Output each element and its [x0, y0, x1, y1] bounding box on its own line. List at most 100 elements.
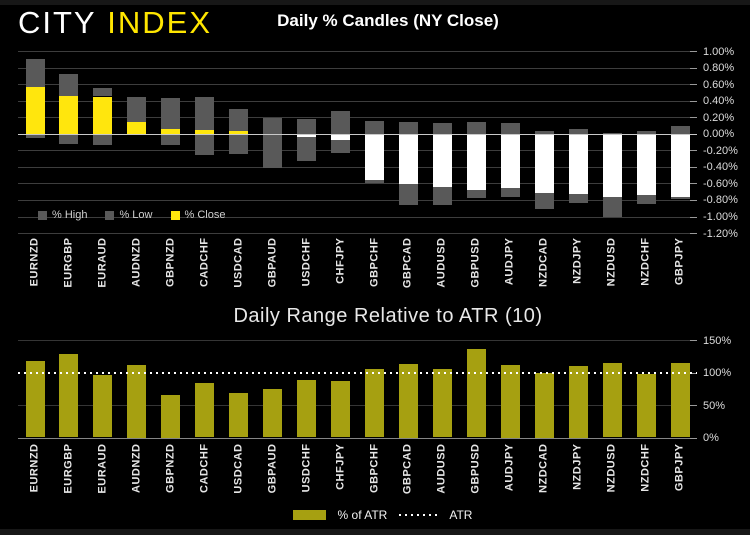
gridline [18, 150, 697, 152]
candle-low-segment-gbpjpy [670, 197, 690, 200]
candle-close-segment-usdcad [229, 131, 249, 134]
y-axis-tick [690, 67, 697, 69]
y-axis-tick [690, 405, 697, 406]
candle-close-segment-gbpusd [466, 133, 486, 190]
atr-bar-nzdusd [602, 363, 622, 438]
gridline [18, 340, 697, 341]
x-label-gbpusd: GBPUSD [469, 237, 482, 288]
candle-high-segment-usdchf [297, 118, 317, 134]
candle-close-segment-audnzd [127, 122, 147, 134]
top-chart-title: Daily % Candles (NY Close) [277, 11, 499, 30]
legend-label-close: % Close [184, 209, 226, 221]
atr-bar-nzdchf [636, 373, 656, 438]
bottom-chart-title: Daily Range Relative to ATR (10) [233, 305, 543, 327]
candle-low-segment-cadchf [195, 133, 215, 156]
legend-swatch-high [38, 210, 47, 220]
candle-low-segment-nzdchf [636, 194, 656, 204]
candle-close-segment-euraud [93, 96, 113, 134]
x-label-nzdcad: NZDCAD [537, 237, 550, 287]
x-label-gbpjpy: GBPJPY [673, 443, 686, 492]
atr-bar-euraud [93, 375, 113, 438]
candle-close-segment-nzdcad [534, 133, 554, 194]
atr-bar-cadchf [195, 382, 215, 438]
candle-low-segment-usdchf [297, 137, 317, 161]
gridline [18, 84, 697, 86]
x-label-gbpchf: GBPCHF [368, 443, 380, 493]
x-label-usdchf: USDCHF [300, 443, 313, 493]
candle-high-segment-audusd [432, 123, 452, 134]
candle-high-segment-nzdjpy [568, 128, 588, 134]
candle-high-segment-eurnzd [25, 59, 45, 88]
atr-bar-eurnzd [25, 360, 45, 438]
x-label-cadchf: CADCHF [198, 443, 211, 493]
x-label-euraud: EURAUD [96, 443, 109, 494]
x-label-audusd: AUDUSD [435, 237, 448, 288]
candle-low-segment-nzdcad [534, 193, 554, 209]
y-axis-label: 1.00% [703, 45, 735, 58]
candle-high-segment-gbpcad [398, 122, 418, 134]
candle-high-segment-eurgbp [59, 74, 79, 96]
bottom-edge-strip [0, 529, 750, 535]
y-axis-tick [690, 150, 697, 152]
y-axis-tick [690, 199, 697, 201]
gridline [18, 199, 697, 201]
gridline [18, 100, 697, 102]
atr-bar-usdchf [297, 380, 317, 438]
candle-close-segment-nzdchf [636, 133, 656, 195]
candle-close-segment-gbpnzd [161, 128, 181, 134]
y-axis-label: 0.80% [703, 62, 735, 74]
y-axis-label: 0.20% [703, 111, 735, 124]
candle-close-segment-cadchf [195, 130, 215, 134]
x-label-nzdusd: NZDUSD [605, 443, 618, 493]
x-label-gbpnzd: GBPNZD [164, 237, 177, 287]
bottom-chart-legend: % of ATR ATR [43, 508, 722, 522]
legend-item-high: % High [38, 209, 87, 221]
y-axis-tick [690, 340, 697, 341]
candle-high-segment-cadchf [195, 97, 215, 131]
atr-bar-gbpchf [365, 368, 384, 438]
gridline [18, 233, 697, 234]
candle-close-segment-usdchf [297, 133, 317, 137]
y-axis-tick [690, 233, 697, 234]
candle-high-segment-usdcad [229, 108, 249, 132]
candle-high-segment-gbpnzd [161, 98, 181, 129]
baseline [18, 437, 697, 439]
y-axis-label: 0% [703, 432, 719, 444]
candle-low-segment-nzdusd [602, 196, 622, 218]
candle-low-segment-gbpcad [398, 184, 418, 205]
x-label-eurgbp: EURGBP [62, 237, 75, 288]
candle-close-segment-gbpcad [398, 133, 418, 185]
candle-close-segment-chfjpy [331, 133, 350, 141]
atr-bar-audjpy [500, 365, 520, 438]
y-axis-label: -0.60% [703, 177, 738, 190]
x-label-gbpaud: GBPAUD [266, 443, 279, 494]
candle-high-segment-nzdchf [636, 131, 656, 134]
candle-low-segment-audjpy [500, 188, 520, 198]
atr-bar-gbpnzd [161, 395, 181, 438]
candle-close-segment-gbpjpy [670, 133, 690, 198]
logo-index-text: INDEX [107, 5, 212, 40]
x-label-usdchf: USDCHF [300, 237, 313, 287]
y-axis-label: 100% [703, 367, 732, 379]
candle-low-segment-usdcad [229, 133, 249, 154]
y-axis-label: 150% [703, 334, 732, 347]
candle-low-segment-eurnzd [25, 133, 45, 138]
x-label-eurnzd: EURNZD [28, 443, 41, 493]
candle-high-segment-euraud [93, 88, 113, 97]
x-label-audusd: AUDUSD [435, 443, 448, 494]
candle-high-segment-audjpy [500, 123, 520, 134]
atr-bar-eurgbp [59, 354, 79, 438]
x-label-audjpy: AUDJPY [503, 237, 516, 286]
x-label-gbpaud: GBPAUD [266, 237, 279, 288]
x-label-gbpcad: GBPCAD [401, 443, 414, 495]
candle-low-segment-gbpusd [466, 190, 486, 199]
x-label-nzdchf: NZDCHF [639, 443, 652, 492]
top-edge-strip [0, 0, 750, 5]
candle-high-segment-chfjpy [331, 111, 350, 134]
x-label-usdcad: USDCAD [232, 237, 245, 288]
y-axis-label: 0.60% [703, 78, 735, 91]
atr-bar-chfjpy [331, 380, 350, 438]
